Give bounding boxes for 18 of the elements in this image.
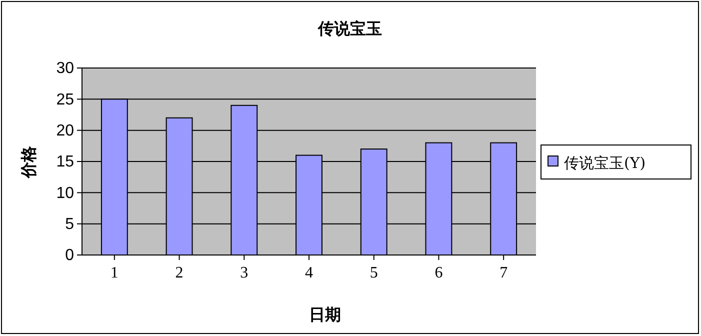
- x-axis-title: 日期: [309, 305, 341, 324]
- x-tick-label: 4: [305, 264, 313, 282]
- chart-title: 传说宝玉: [317, 19, 382, 38]
- y-axis-title: 价格: [19, 145, 38, 179]
- y-tick-label: 5: [65, 216, 74, 233]
- x-tick-label: 3: [240, 264, 248, 282]
- x-tick-label: 6: [434, 264, 443, 282]
- x-tick-label: 1: [110, 264, 118, 282]
- y-tick-label: 15: [56, 154, 74, 171]
- x-tick-label: 7: [500, 264, 508, 282]
- y-tick-label: 30: [56, 60, 74, 78]
- x-tick-label: 2: [175, 264, 184, 282]
- y-tick-label: 25: [56, 91, 74, 108]
- x-tick-label: 5: [370, 264, 378, 282]
- legend-label: 传说宝玉(Y): [564, 154, 646, 172]
- y-tick-label: 0: [65, 247, 74, 264]
- y-tick-label: 10: [56, 184, 74, 202]
- y-tick-label: 20: [56, 122, 74, 140]
